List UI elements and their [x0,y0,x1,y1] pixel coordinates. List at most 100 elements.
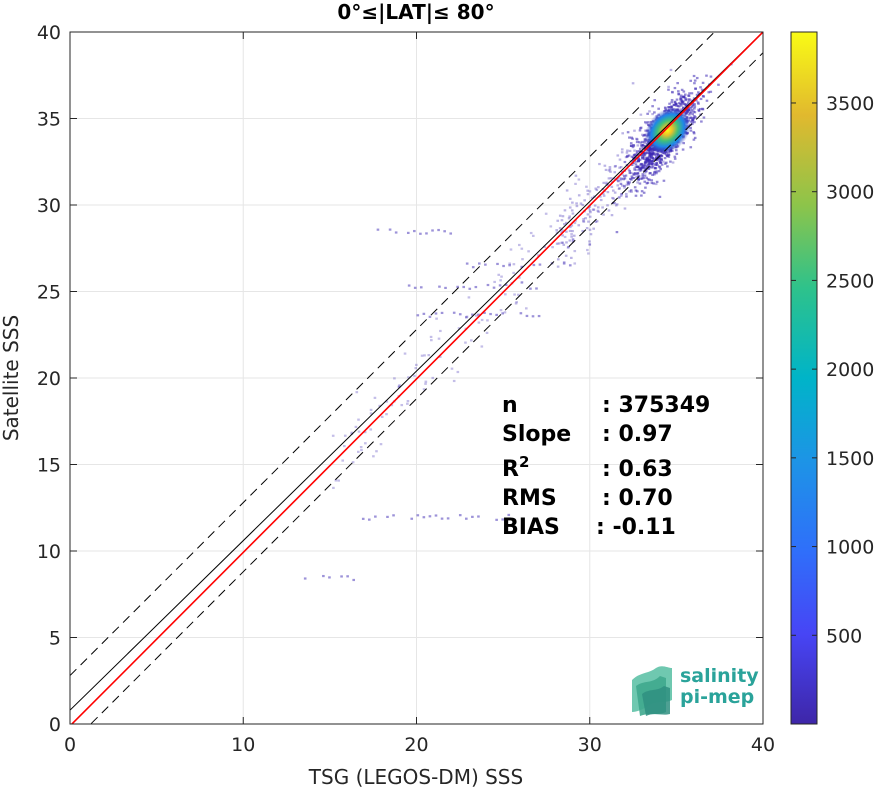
density-cell [531,315,535,318]
density-cell [659,161,663,164]
density-cell [638,141,641,144]
x-tick-label: 0 [64,734,76,756]
density-cell [688,108,691,112]
density-cell [688,113,691,116]
density-cell [610,214,614,217]
density-cell [599,195,602,198]
density-cell [430,339,433,342]
density-cell [562,261,566,264]
density-cell [486,319,489,322]
density-cell [465,315,469,318]
density-cell [644,170,648,173]
density-cell [689,116,692,120]
density-cell [608,166,612,169]
density-cell [571,212,575,215]
density-cell [593,204,597,207]
density-cell [456,370,460,374]
density-cell [597,210,600,213]
y-tick-label: 25 [37,282,61,304]
density-cell [652,182,655,185]
density-cell [623,186,626,189]
density-cell [486,283,490,287]
density-cell [575,204,579,208]
density-cell [694,116,697,119]
density-cell [693,79,697,82]
density-cell [631,82,635,85]
density-cell [669,68,673,72]
density-cell [692,138,696,141]
density-cell [646,159,650,163]
density-cell [303,577,307,580]
stat-label-r-sup: 2 [519,453,529,471]
density-cell [444,286,447,290]
density-cell [629,171,633,175]
density-cell [650,179,654,182]
density-cell [616,179,620,183]
density-cell [549,225,553,228]
density-cell [623,184,626,188]
density-cell [457,327,461,330]
density-cell [648,158,651,161]
density-cell [565,230,568,233]
density-cell [565,189,569,192]
density-cell [699,107,702,111]
density-cell [532,263,536,267]
density-cell [649,162,652,165]
density-cell [663,157,667,160]
density-cell [429,335,433,339]
density-cell [642,134,645,138]
density-cell [556,265,560,268]
reference-lines [70,32,763,724]
density-cell [620,192,623,196]
density-cell [642,191,646,194]
density-cell [646,158,649,162]
density-cell [367,518,371,521]
y-tick-label: 20 [37,368,61,390]
density-cell [337,479,340,482]
density-cell [574,174,578,177]
density-cell [658,195,662,198]
density-cell [372,455,375,458]
density-cell [610,185,614,188]
density-cell [637,157,641,160]
density-cell [667,155,671,158]
density-cell [662,160,665,163]
density-cell [403,352,407,355]
density-cell [571,201,574,204]
density-cell [659,153,663,157]
density-cell [641,144,645,147]
density-cell [691,104,694,107]
density-cell [508,262,512,265]
density-cell [667,88,670,91]
density-cell [638,129,642,132]
density-cell [654,163,657,166]
density-cell [567,217,571,220]
density-cell [589,211,592,214]
density-cell [643,139,647,143]
density-cell [690,92,694,95]
density-cell [410,517,414,520]
density-cell [623,177,627,180]
density-cell [501,518,504,521]
density-cell [649,156,653,159]
density-cell [440,517,444,520]
density-cell [388,228,392,231]
density-cell [465,517,468,520]
density-cell [428,315,432,318]
density-cell [639,169,643,172]
density-cell [635,137,638,140]
density-cell [357,430,361,433]
density-cell [656,153,660,156]
density-cell [689,79,693,82]
x-tick-label: 10 [231,734,255,756]
density-cell [641,157,644,160]
density-cell [628,171,632,175]
density-cell [707,91,711,94]
axis-ticks: 0 10 20 30 40 0 5 10 15 20 25 30 35 40 [37,22,775,756]
density-cell [607,169,611,172]
density-cell [633,167,636,170]
density-cell [634,189,638,192]
density-cell [356,450,360,453]
density-cell [650,154,653,157]
density-cell [641,173,645,176]
